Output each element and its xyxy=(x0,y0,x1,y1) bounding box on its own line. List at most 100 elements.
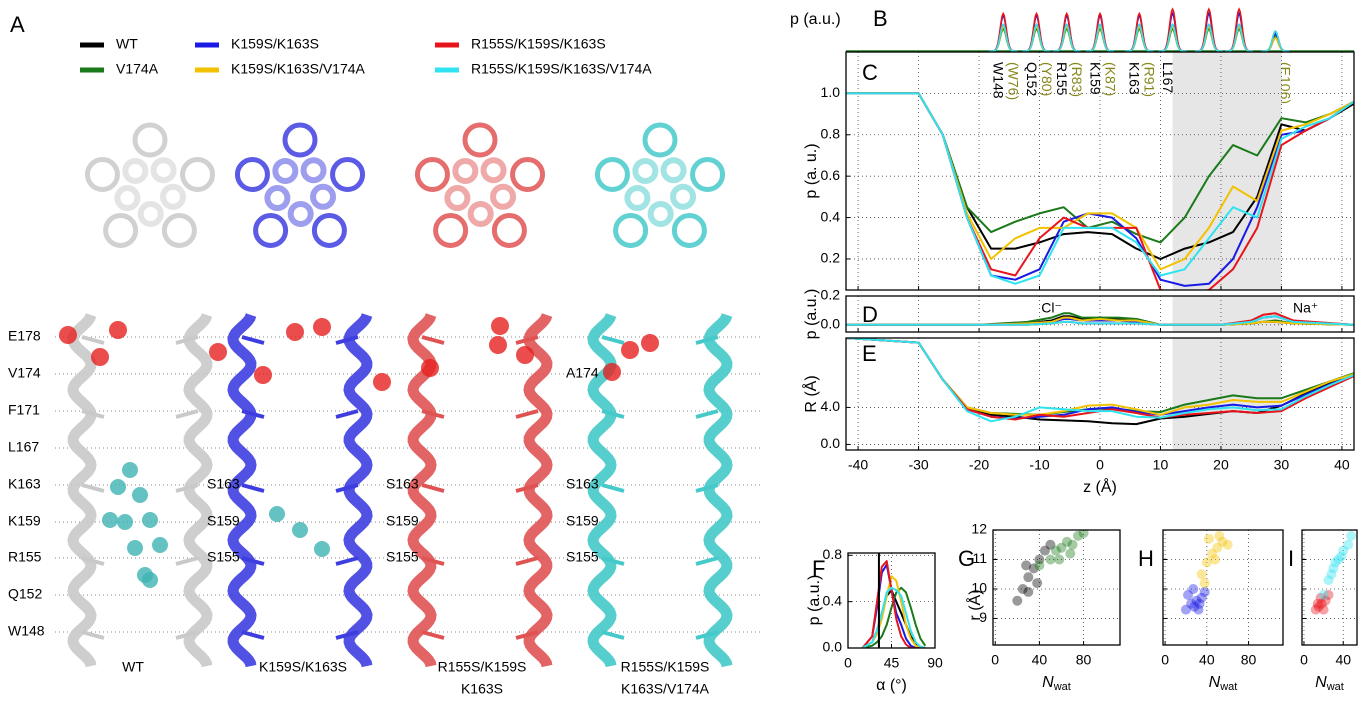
residue-label: W148 xyxy=(8,623,45,639)
side-chain xyxy=(695,409,719,419)
series-line xyxy=(846,316,1354,326)
annotation: Na⁺ xyxy=(1293,300,1318,316)
helix-inner xyxy=(480,157,507,184)
x-tick-label: -30 xyxy=(908,457,928,473)
y-tick-label: 10 xyxy=(971,580,987,596)
y-tick-label: 12 xyxy=(971,521,987,537)
side-chain xyxy=(81,409,105,419)
caption: R155S/K159S xyxy=(438,659,527,675)
peak xyxy=(1052,14,1081,52)
ion-sphere xyxy=(91,348,109,366)
ion-sphere xyxy=(373,373,391,391)
y-tick-label: 0.8 xyxy=(823,546,843,562)
series-line xyxy=(861,560,926,648)
x-axis-label-sub: wat xyxy=(1053,681,1071,693)
side-chain xyxy=(335,409,359,419)
x-tick-label: 0 xyxy=(1161,652,1169,668)
side-chain xyxy=(175,483,199,493)
scatter-point xyxy=(1054,554,1065,565)
x-tick-label: 45 xyxy=(884,655,900,671)
caption: K163S xyxy=(461,681,503,697)
side-chain xyxy=(421,483,445,493)
helix-inner xyxy=(272,157,299,184)
ion-sphere xyxy=(603,363,621,381)
legend-label: WT xyxy=(116,36,138,52)
scatter-point xyxy=(1028,563,1039,574)
peak xyxy=(1125,25,1154,52)
scatter-point xyxy=(1023,586,1034,597)
scatter-point xyxy=(1188,583,1199,594)
water-sphere xyxy=(269,506,285,522)
peak xyxy=(1086,27,1114,52)
helix-outer xyxy=(311,212,347,248)
scatter-point xyxy=(1032,578,1043,589)
ion-sphere xyxy=(641,334,659,352)
scatter-point xyxy=(1017,583,1028,594)
caption: R155S/K159S xyxy=(621,659,710,675)
peak xyxy=(1261,30,1290,52)
legend-label: R155S/K159S/K163S xyxy=(471,36,606,52)
scatter-point xyxy=(1050,545,1061,556)
peak xyxy=(1194,11,1223,52)
y-axis-label: p (a.u.) xyxy=(790,11,841,28)
scatter-point xyxy=(1021,560,1032,571)
scatter-point xyxy=(1201,557,1212,568)
water-sphere xyxy=(122,462,138,478)
helix-ribbon xyxy=(523,313,553,668)
legend-label: V174A xyxy=(116,61,159,77)
scatter-point xyxy=(1183,589,1194,600)
x-tick-label: 10 xyxy=(1153,457,1169,473)
x-tick-label: 80 xyxy=(1241,652,1257,668)
water-sphere xyxy=(142,572,158,588)
x-tick-label: -10 xyxy=(1029,457,1049,473)
panel-label: I xyxy=(1288,546,1294,571)
helix-inner xyxy=(647,200,674,227)
peak xyxy=(1022,25,1051,52)
peak xyxy=(1125,11,1154,52)
x-axis-label-main: N xyxy=(1315,674,1327,691)
ion-sphere xyxy=(254,366,272,384)
scatter-point xyxy=(1186,598,1197,609)
peak xyxy=(989,23,1018,52)
side-chain xyxy=(81,630,105,640)
scatter-point xyxy=(1073,530,1084,541)
scatter-point xyxy=(1214,530,1225,541)
y-axis-label: p (a.u.) xyxy=(803,289,820,340)
scatter-point xyxy=(1056,542,1067,553)
scatter-point xyxy=(1328,563,1339,574)
plot-frame xyxy=(847,552,936,649)
annotation: Cl⁻ xyxy=(1041,300,1062,316)
y-tick-label: 0.0 xyxy=(823,639,843,655)
helix-outer xyxy=(234,157,270,193)
helix-inner xyxy=(490,183,517,210)
x-axis-label: α (°) xyxy=(876,677,907,694)
ion-sphere xyxy=(491,317,509,335)
scatter-point xyxy=(1346,530,1357,541)
water-sphere xyxy=(117,514,133,530)
panel-label: A xyxy=(10,12,25,37)
substitution-label: S159 xyxy=(566,513,599,529)
side-chain xyxy=(335,630,359,640)
series-line xyxy=(862,586,927,648)
scatter-point xyxy=(1210,554,1221,565)
panel-label: G xyxy=(958,546,975,571)
substitution-label: S155 xyxy=(566,549,599,565)
peak xyxy=(1194,25,1223,52)
helix-outer xyxy=(510,157,546,193)
peak xyxy=(1086,11,1114,52)
residue-annotation-sub: (R91) xyxy=(1142,62,1158,97)
peak xyxy=(989,25,1018,52)
side-chain xyxy=(241,556,265,566)
series-line xyxy=(846,92,1354,260)
scatter-point xyxy=(1199,586,1210,597)
water-sphere xyxy=(132,487,148,503)
peak xyxy=(1022,27,1051,52)
y-tick-label: 0.2 xyxy=(821,287,841,303)
scatter-point xyxy=(1326,569,1337,580)
helix-outer xyxy=(282,122,318,158)
scatter-point xyxy=(1318,589,1329,600)
helix-outer xyxy=(330,157,366,193)
peak xyxy=(1086,23,1114,52)
helix-outer xyxy=(84,157,120,193)
